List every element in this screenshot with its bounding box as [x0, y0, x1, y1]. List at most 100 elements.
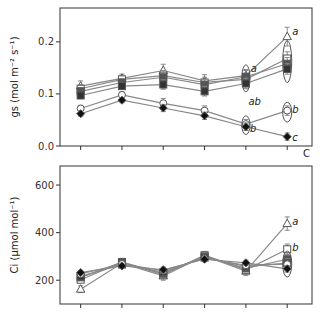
error-bar: [119, 83, 124, 89]
annotation: a: [292, 216, 298, 227]
error-cap: [243, 69, 248, 70]
error-cap: [285, 63, 290, 64]
y-axis-label: gs (mol m⁻² s⁻¹): [9, 36, 20, 117]
data-point: [242, 259, 250, 267]
x-tick: [204, 146, 205, 150]
error-cap: [285, 244, 290, 245]
error-bar: [285, 244, 290, 254]
series: [77, 64, 291, 99]
error-bar: [161, 80, 166, 89]
data-point: [77, 92, 84, 99]
y-axis-label: Ci (μmol mol⁻¹): [9, 196, 20, 273]
data-point: [160, 81, 167, 88]
x-tick: [121, 146, 122, 150]
error-bar: [161, 70, 166, 80]
error-cap: [243, 119, 248, 120]
data-point: [284, 65, 291, 72]
series: [77, 254, 291, 280]
y-tick: [56, 93, 60, 94]
data-point: [159, 104, 167, 112]
annotation: b: [250, 123, 256, 134]
error-bar: [285, 64, 290, 74]
y-tick-label: 0.1: [38, 88, 54, 99]
data-point: [201, 255, 209, 263]
data-point: [283, 133, 291, 141]
data-point: [118, 83, 125, 90]
series: [77, 244, 291, 283]
series-line: [81, 64, 288, 92]
x-tick: [245, 304, 246, 308]
data-point: [242, 80, 249, 87]
plot-area: [76, 217, 291, 293]
group-ellipse: [283, 251, 292, 277]
data-point: [76, 285, 84, 293]
data-point: [242, 123, 250, 131]
data-point: [77, 110, 85, 118]
error-cap: [285, 74, 290, 75]
series-line: [81, 259, 288, 272]
y-tick-label: 0.2: [38, 36, 54, 47]
series-line: [81, 256, 288, 277]
error-bar: [78, 92, 83, 98]
y-tick: [56, 146, 60, 147]
annotation: a: [292, 26, 298, 37]
error-cap: [161, 72, 166, 73]
error-cap: [285, 27, 290, 28]
series-line: [81, 249, 288, 279]
panel: 200400600Ci (μmol mol⁻¹)ab: [9, 166, 313, 308]
x-tick: [245, 146, 246, 150]
data-point: [284, 246, 291, 253]
annotation: a: [251, 63, 257, 74]
series: [77, 96, 292, 140]
x-tick: [287, 304, 288, 308]
series-line: [81, 258, 288, 274]
error-cap: [202, 74, 207, 75]
x-tick: [163, 146, 164, 150]
series-line: [81, 224, 288, 290]
y-tick-label: 200: [35, 275, 54, 286]
error-cap: [161, 64, 166, 65]
x-tick: [121, 304, 122, 308]
y-tick: [56, 232, 60, 233]
data-point: [283, 32, 291, 40]
y-tick: [56, 280, 60, 281]
error-cap: [243, 88, 248, 89]
error-cap: [285, 105, 290, 106]
series: [77, 255, 292, 276]
y-tick-label: 400: [35, 227, 54, 238]
annotation: C: [303, 148, 310, 159]
series-line: [81, 258, 288, 277]
error-cap: [161, 79, 166, 80]
series: [77, 253, 291, 281]
data-point: [77, 269, 85, 277]
error-cap: [285, 216, 290, 217]
series: [77, 255, 291, 278]
data-point: [201, 88, 208, 95]
annotation: b: [292, 242, 298, 253]
error-cap: [285, 57, 290, 58]
data-point: [283, 219, 291, 227]
data-point: [284, 107, 291, 114]
error-bar: [243, 78, 248, 88]
series: [77, 91, 291, 128]
data-point: [201, 81, 208, 88]
error-cap: [243, 70, 248, 71]
error-cap: [202, 77, 207, 78]
error-cap: [161, 70, 166, 71]
y-tick: [56, 41, 60, 42]
x-tick: [80, 146, 81, 150]
data-point: [118, 96, 126, 104]
plot-frame: [60, 166, 312, 304]
chart-canvas: 0.00.10.2gs (mol m⁻² s⁻¹)aabbabcC2004006…: [0, 0, 320, 320]
error-cap: [243, 78, 248, 79]
y-tick: [56, 185, 60, 186]
x-tick: [204, 304, 205, 308]
error-cap: [285, 115, 290, 116]
series: [77, 52, 291, 93]
annotation: ab: [248, 96, 260, 107]
data-point: [118, 262, 126, 270]
group-ellipse: [242, 65, 250, 92]
series-line: [81, 95, 288, 124]
x-tick: [80, 304, 81, 308]
error-cap: [202, 105, 207, 106]
